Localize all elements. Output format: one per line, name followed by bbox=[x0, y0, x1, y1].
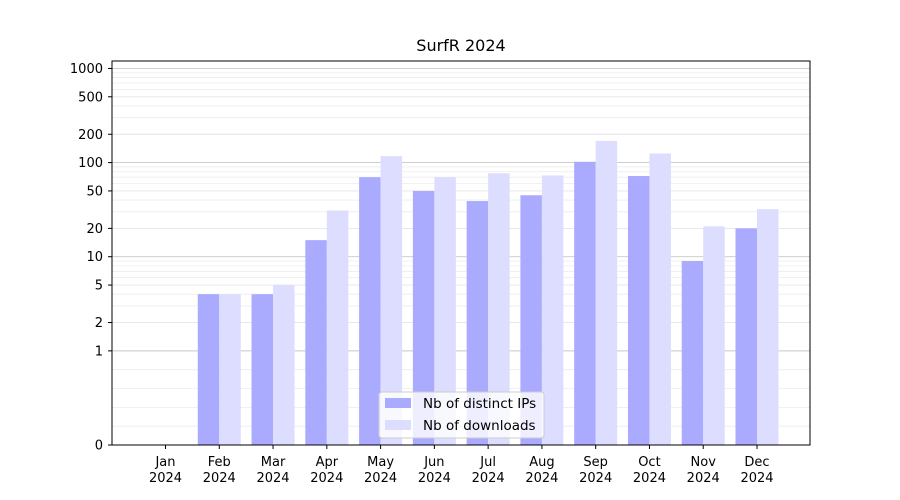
bar bbox=[326, 210, 349, 445]
x-tick-label-year: 2024 bbox=[740, 471, 773, 486]
bar bbox=[251, 294, 274, 445]
bar bbox=[412, 190, 435, 445]
chart-title: SurfR 2024 bbox=[416, 36, 505, 55]
bars bbox=[197, 140, 779, 446]
x-tick-label-year: 2024 bbox=[633, 471, 666, 486]
y-tick-label: 0 bbox=[95, 439, 103, 454]
x-tick-label-year: 2024 bbox=[149, 471, 182, 486]
y-tick-label: 50 bbox=[86, 184, 103, 199]
legend-swatch-ips bbox=[385, 398, 411, 408]
x-tick-label-month: Mar bbox=[261, 455, 286, 470]
x-tick-label-year: 2024 bbox=[525, 471, 558, 486]
bar bbox=[541, 175, 564, 445]
y-tick-label: 1000 bbox=[70, 62, 103, 77]
bar bbox=[380, 156, 403, 445]
x-tick-label-month: Sep bbox=[583, 455, 608, 470]
y-tick-label: 5 bbox=[95, 279, 103, 294]
x-tick-label-year: 2024 bbox=[310, 471, 343, 486]
y-tick-label: 500 bbox=[78, 90, 103, 105]
x-tick-label-month: May bbox=[367, 455, 394, 470]
legend: Nb of distinct IPs Nb of downloads bbox=[378, 391, 545, 439]
y-tick-label: 10 bbox=[86, 250, 103, 265]
y-axis: 0 1 2 5 10 20 50 100 200 500 1000 bbox=[70, 62, 112, 454]
x-tick-label-year: 2024 bbox=[256, 471, 289, 486]
bar bbox=[197, 294, 220, 445]
x-tick-label-month: Aug bbox=[529, 455, 554, 470]
bar bbox=[703, 226, 725, 445]
x-tick-label-month: Jul bbox=[479, 455, 496, 470]
bar bbox=[649, 153, 671, 446]
x-tick-label-year: 2024 bbox=[579, 471, 612, 486]
plot-area-frame bbox=[111, 60, 811, 446]
x-tick-label-year: 2024 bbox=[687, 471, 720, 486]
bar bbox=[466, 201, 489, 445]
bar bbox=[574, 161, 596, 445]
bar bbox=[273, 285, 295, 445]
x-tick-label-month: Jan bbox=[154, 455, 175, 470]
x-tick-label-month: Oct bbox=[638, 455, 660, 470]
y-tick-label: 100 bbox=[78, 156, 103, 171]
x-tick-label-month: Feb bbox=[208, 455, 231, 470]
y-tick-label: 200 bbox=[78, 128, 103, 143]
bar bbox=[434, 177, 456, 446]
bar bbox=[219, 294, 241, 445]
bar bbox=[681, 261, 704, 445]
x-tick-label-month: Jun bbox=[423, 455, 444, 470]
bar bbox=[757, 209, 779, 445]
x-tick-label-month: Apr bbox=[316, 455, 339, 470]
x-tick-label-year: 2024 bbox=[203, 471, 236, 486]
x-tick-label-month: Nov bbox=[691, 455, 717, 470]
bar bbox=[595, 140, 618, 445]
bar bbox=[488, 173, 510, 445]
x-axis: Jan2024Feb2024Mar2024Apr2024May2024Jun20… bbox=[149, 445, 774, 486]
bar bbox=[520, 195, 542, 445]
x-tick-label-year: 2024 bbox=[364, 471, 397, 486]
y-tick-label: 2 bbox=[95, 316, 103, 331]
x-tick-label-year: 2024 bbox=[418, 471, 451, 486]
x-tick-label-year: 2024 bbox=[472, 471, 505, 486]
legend-box bbox=[378, 391, 545, 439]
legend-swatch-downloads bbox=[385, 420, 411, 430]
bar bbox=[305, 240, 327, 445]
bar bbox=[359, 177, 381, 446]
bar bbox=[627, 176, 650, 445]
y-tick-label: 1 bbox=[95, 344, 103, 359]
bar bbox=[735, 228, 757, 445]
y-tick-label: 20 bbox=[86, 222, 103, 237]
legend-label-downloads: Nb of downloads bbox=[423, 418, 536, 434]
x-tick-label-month: Dec bbox=[744, 455, 769, 470]
legend-label-ips: Nb of distinct IPs bbox=[423, 396, 536, 412]
